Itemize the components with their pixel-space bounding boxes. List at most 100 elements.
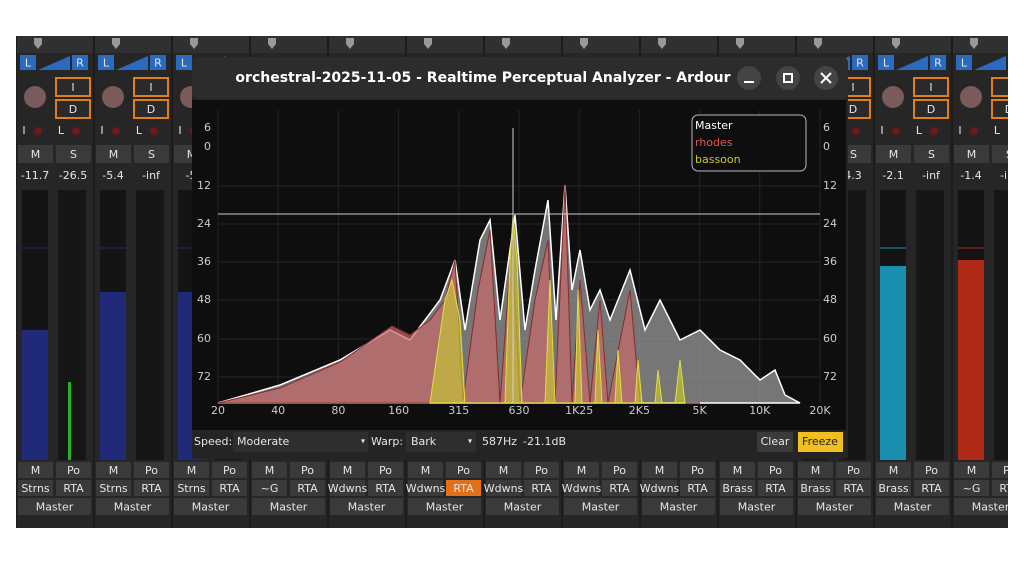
strip-mute-button[interactable] [720, 462, 755, 478]
warp-dropdown[interactable] [406, 432, 476, 452]
strip-pan-button[interactable] [836, 462, 871, 478]
mute-button[interactable] [18, 145, 53, 163]
strip-rta-button[interactable] [680, 480, 715, 496]
strip-input-button[interactable] [486, 480, 521, 496]
strip-rta-button[interactable] [290, 480, 325, 496]
strip-rta-button[interactable] [134, 480, 169, 496]
record-button[interactable] [882, 86, 904, 108]
isolate-led[interactable] [112, 127, 120, 135]
strip-mute-button[interactable] [18, 462, 53, 478]
strip-input-button[interactable] [954, 480, 989, 496]
lock-led[interactable] [72, 127, 80, 135]
strip-output-button[interactable] [330, 498, 403, 515]
strip-output-button[interactable] [174, 498, 247, 515]
strip-input-button[interactable] [564, 480, 599, 496]
strip-rta-button[interactable] [524, 480, 559, 496]
mute-button[interactable] [954, 145, 989, 163]
strip-pan-button[interactable] [992, 462, 1024, 478]
pan-left-button[interactable] [98, 55, 114, 70]
input-monitor-button[interactable] [55, 77, 91, 97]
input-monitor-button[interactable] [991, 77, 1024, 97]
strip-mute-button[interactable] [252, 462, 287, 478]
strip-output-button[interactable] [876, 498, 949, 515]
strip-input-button[interactable] [798, 480, 833, 496]
strip-output-button[interactable] [798, 498, 871, 515]
strip-rta-button[interactable] [56, 480, 91, 496]
disk-monitor-button[interactable] [55, 99, 91, 119]
pan-left-button[interactable] [878, 55, 894, 70]
strip-pan-button[interactable] [134, 462, 169, 478]
strip-output-button[interactable] [954, 498, 1024, 515]
mute-button[interactable] [876, 145, 911, 163]
disk-monitor-button[interactable] [133, 99, 169, 119]
mute-button[interactable] [96, 145, 131, 163]
strip-pan-button[interactable] [524, 462, 559, 478]
strip-pan-button[interactable] [212, 462, 247, 478]
strip-input-button[interactable] [408, 480, 443, 496]
strip-rta-button[interactable] [602, 480, 637, 496]
strip-rta-button[interactable] [992, 480, 1024, 496]
strip-output-button[interactable] [18, 498, 91, 515]
pan-left-button[interactable] [956, 55, 972, 70]
strip-pan-button[interactable] [680, 462, 715, 478]
strip-input-button[interactable] [96, 480, 131, 496]
solo-button[interactable] [914, 145, 949, 163]
strip-input-button[interactable] [330, 480, 365, 496]
strip-input-button[interactable] [720, 480, 755, 496]
strip-rta-button[interactable] [914, 480, 949, 496]
strip-output-button[interactable] [252, 498, 325, 515]
isolate-led[interactable] [970, 127, 978, 135]
strip-output-button[interactable] [408, 498, 481, 515]
pan-right-button[interactable] [930, 55, 946, 70]
lock-led[interactable] [930, 127, 938, 135]
maximize-button[interactable] [776, 66, 800, 90]
solo-button[interactable] [992, 145, 1024, 163]
strip-output-button[interactable] [720, 498, 793, 515]
pan-right-button[interactable] [852, 55, 868, 70]
lock-led[interactable] [1008, 127, 1016, 135]
speed-dropdown[interactable] [233, 432, 368, 452]
input-monitor-button[interactable] [133, 77, 169, 97]
strip-pan-button[interactable] [56, 462, 91, 478]
strip-input-button[interactable] [642, 480, 677, 496]
strip-input-button[interactable] [252, 480, 287, 496]
strip-pan-button[interactable] [602, 462, 637, 478]
minimize-button[interactable] [737, 66, 761, 90]
isolate-led[interactable] [892, 127, 900, 135]
pan-left-button[interactable] [176, 55, 192, 70]
strip-rta-button[interactable] [758, 480, 793, 496]
strip-pan-button[interactable] [446, 462, 481, 478]
lock-led[interactable] [852, 127, 860, 135]
input-monitor-button[interactable] [913, 77, 949, 97]
strip-pan-button[interactable] [914, 462, 949, 478]
freeze-button[interactable] [798, 432, 843, 452]
strip-input-button[interactable] [876, 480, 911, 496]
strip-mute-button[interactable] [96, 462, 131, 478]
strip-output-button[interactable] [486, 498, 559, 515]
solo-button[interactable] [56, 145, 91, 163]
strip-output-button[interactable] [564, 498, 637, 515]
strip-mute-button[interactable] [330, 462, 365, 478]
pan-left-button[interactable] [20, 55, 36, 70]
strip-pan-button[interactable] [758, 462, 793, 478]
strip-input-button[interactable] [18, 480, 53, 496]
clear-button[interactable] [757, 432, 793, 452]
strip-mute-button[interactable] [642, 462, 677, 478]
strip-output-button[interactable] [642, 498, 715, 515]
disk-monitor-button[interactable] [913, 99, 949, 119]
strip-mute-button[interactable] [486, 462, 521, 478]
strip-rta-button[interactable] [212, 480, 247, 496]
strip-rta-button[interactable] [446, 480, 481, 496]
strip-mute-button[interactable] [408, 462, 443, 478]
pan-right-button[interactable] [1008, 55, 1024, 70]
strip-rta-button[interactable] [836, 480, 871, 496]
lock-led[interactable] [150, 127, 158, 135]
record-button[interactable] [102, 86, 124, 108]
strip-output-button[interactable] [96, 498, 169, 515]
strip-pan-button[interactable] [290, 462, 325, 478]
strip-mute-button[interactable] [564, 462, 599, 478]
record-button[interactable] [24, 86, 46, 108]
record-button[interactable] [960, 86, 982, 108]
strip-mute-button[interactable] [876, 462, 911, 478]
strip-input-button[interactable] [174, 480, 209, 496]
